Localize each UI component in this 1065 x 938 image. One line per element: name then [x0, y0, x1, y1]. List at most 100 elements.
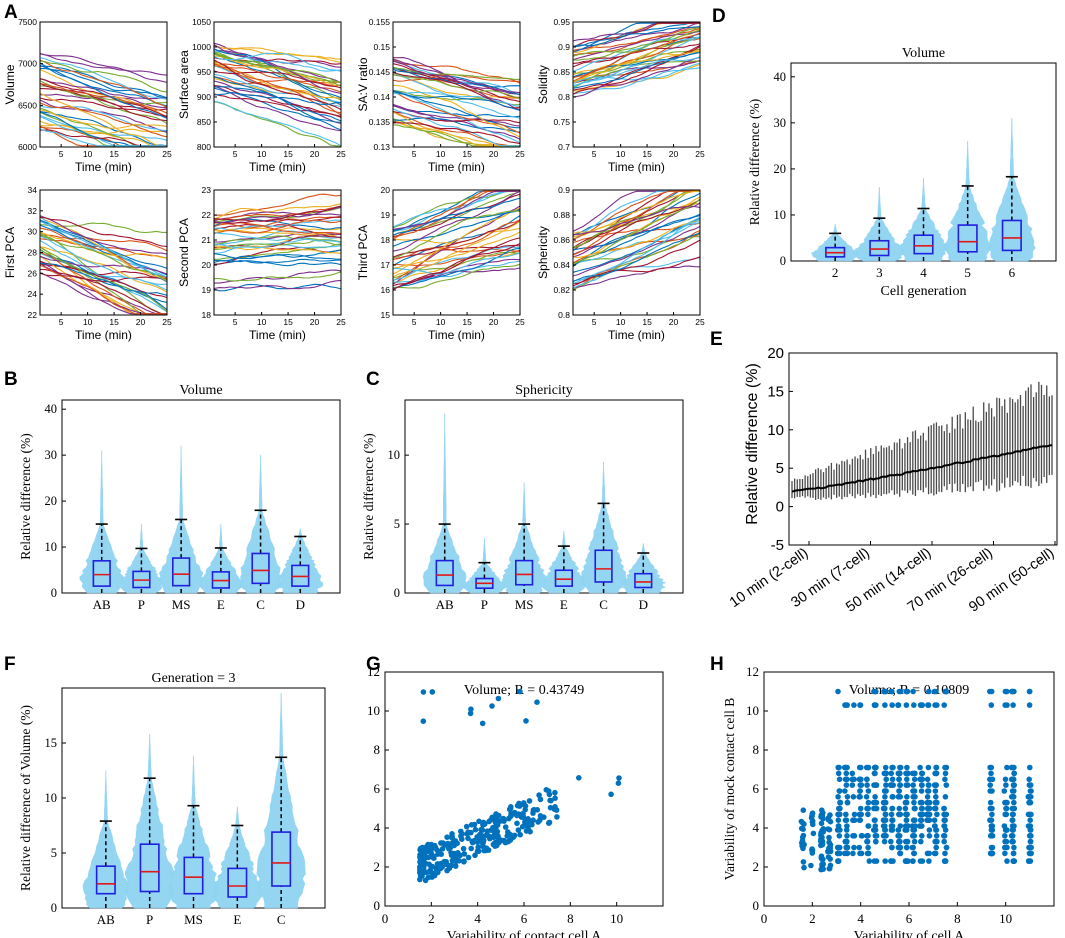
- scatter-point-695: [836, 805, 842, 812]
- y-tick-label: 800: [197, 142, 211, 152]
- scatter-point-109: [835, 817, 842, 823]
- scatter-point-239: [484, 828, 491, 834]
- series-line-21: [392, 110, 521, 124]
- scatter-point-495: [896, 688, 903, 695]
- scatter-point-522: [895, 770, 902, 777]
- series-line-13: [572, 222, 701, 265]
- x-tick-label: 15: [109, 317, 119, 327]
- scatter-point-226: [469, 838, 476, 845]
- x-tick-label: 20: [136, 149, 146, 159]
- y-tick-label: 8: [374, 742, 381, 757]
- series-line-36: [572, 26, 701, 48]
- scatter-point-336: [926, 858, 932, 864]
- scatter-point-65: [1002, 833, 1008, 839]
- scatter-points: [417, 688, 622, 884]
- scatter-point-536: [849, 776, 856, 783]
- x-axis-title: Variability of contact cell A: [447, 929, 603, 938]
- scatter-point-632: [942, 850, 948, 857]
- scatter-point-291: [451, 850, 458, 857]
- series-line-32: [213, 206, 342, 224]
- scatter-point-589: [836, 833, 843, 839]
- scatter-point-470: [1011, 844, 1017, 851]
- series-line-15: [213, 283, 342, 292]
- plot-frame: [392, 189, 521, 316]
- scatter-point-650: [882, 805, 888, 812]
- scatter-point-634: [904, 764, 910, 771]
- scatter-point-651: [881, 788, 888, 794]
- y-tick-label: 10: [746, 703, 759, 718]
- y-tick-label: 0: [394, 586, 400, 600]
- chart-d: Volume 0 10 20 30 40 Relative difference (%) Ce…: [747, 46, 1057, 299]
- series-line-13: [213, 219, 342, 231]
- series-line-18: [213, 42, 342, 84]
- y-tick-label: 0.86: [553, 235, 570, 245]
- y-tick-label: 10: [45, 540, 58, 554]
- box-D: [634, 572, 653, 589]
- scatter-point-692: [1025, 823, 1032, 829]
- y-tick-label: 5: [394, 517, 400, 531]
- scatter-point-670: [836, 776, 843, 783]
- scatter-point-272: [494, 812, 500, 819]
- scatter-point-290: [417, 864, 423, 870]
- scatter-point-419: [897, 794, 903, 800]
- scatter-point-163: [552, 804, 558, 810]
- series-line-1: [39, 111, 168, 147]
- scatter-point-344: [904, 776, 910, 783]
- scatter-point-136: [827, 856, 833, 862]
- scatter-point-407: [911, 776, 918, 783]
- scatter-point-212: [437, 861, 444, 867]
- y-tick-label: 5: [776, 460, 784, 477]
- scatter-point-561: [882, 702, 888, 708]
- series-line-18: [572, 265, 701, 289]
- x-tick-label: 8: [954, 911, 961, 926]
- scatter-point-49: [942, 794, 949, 800]
- scatter-point-581: [942, 764, 948, 771]
- scatter-point-550: [1026, 794, 1033, 800]
- panel-label-a: A: [4, 2, 18, 23]
- scatter-point-600: [910, 688, 916, 695]
- x-tick-label: E: [217, 597, 225, 612]
- panel-labels: A D E B C F G H: [4, 2, 726, 675]
- series-line-28: [392, 122, 521, 145]
- y-tick-label: 0.75: [553, 117, 570, 127]
- scatter-point-537: [849, 782, 856, 788]
- series-line-18: [39, 53, 168, 83]
- series-line-36: [39, 262, 168, 296]
- y-tick-label: 8: [753, 742, 760, 757]
- scatter-point-560: [849, 770, 856, 777]
- y-tick-label: 1000: [192, 42, 211, 52]
- chart-a8: 0.8 0.82 0.84 0.86 0.88 0.9 5 10 15 20 25 Time (min…: [536, 185, 705, 342]
- scatter-point-659: [826, 826, 832, 833]
- scatter-point-116: [456, 858, 462, 864]
- scatter-point-504: [904, 838, 911, 845]
- series-lines: [392, 190, 521, 290]
- x-tick-label: 6: [906, 911, 913, 926]
- scatter-point-330: [1026, 844, 1033, 851]
- series-line-35: [213, 205, 342, 222]
- scatter-point-202: [424, 843, 430, 850]
- scatter-point-71: [918, 838, 924, 845]
- scatter-point-643: [926, 850, 932, 857]
- scatter-point-570: [943, 844, 950, 851]
- scatter-point-348: [1003, 782, 1009, 788]
- scatter-point-658: [1027, 788, 1034, 794]
- series-line-24: [213, 55, 342, 89]
- scatter-point-269: [496, 839, 502, 846]
- scatter-point-125: [857, 782, 864, 788]
- series-line-31: [572, 190, 700, 238]
- y-tick-label: 0: [780, 254, 786, 268]
- panel-label-e: E: [710, 329, 723, 350]
- scatter-point-157: [474, 848, 481, 854]
- series-line-33: [392, 210, 521, 259]
- series-line-25: [572, 30, 701, 61]
- x-tick-label: 25: [695, 149, 705, 159]
- box-C: [594, 549, 613, 583]
- scatter-point-461: [882, 764, 889, 771]
- series-line-30: [392, 90, 521, 134]
- scatter-point-234: [489, 703, 495, 709]
- series-line-26: [572, 29, 701, 61]
- x-tick-label: C: [277, 912, 286, 927]
- scatter-point-33: [842, 788, 848, 794]
- scatter-point-274: [507, 837, 514, 843]
